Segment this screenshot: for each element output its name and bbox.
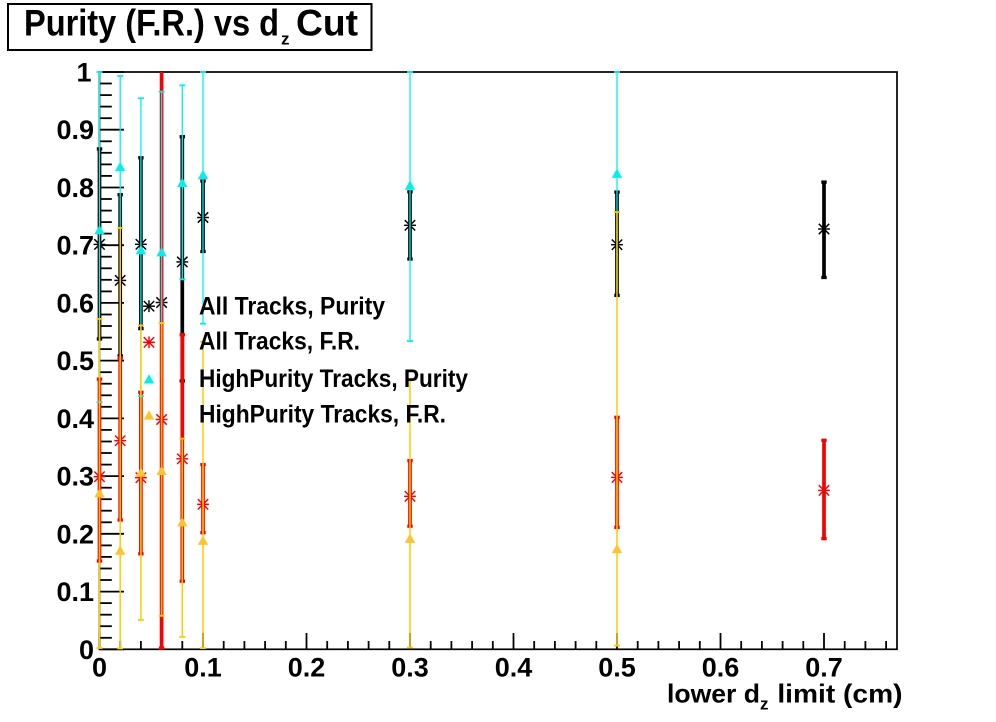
svg-text:0.6: 0.6: [56, 288, 94, 318]
svg-text:1: 1: [76, 58, 91, 88]
svg-text:0.6: 0.6: [702, 653, 740, 683]
svg-text:0: 0: [92, 653, 107, 683]
svg-text:0.9: 0.9: [56, 115, 94, 145]
svg-text:HighPurity Tracks, Purity: HighPurity Tracks, Purity: [199, 365, 468, 393]
svg-text:0.3: 0.3: [391, 653, 429, 683]
svg-text:0.7: 0.7: [805, 653, 843, 683]
svg-text:0.1: 0.1: [184, 653, 222, 683]
svg-text:0.3: 0.3: [56, 462, 94, 492]
svg-text:0.7: 0.7: [56, 231, 94, 261]
svg-text:All Tracks, Purity: All Tracks, Purity: [199, 292, 385, 320]
svg-text:All Tracks, F.R.: All Tracks, F.R.: [199, 327, 360, 355]
svg-text:0.2: 0.2: [288, 653, 326, 683]
svg-text:0.8: 0.8: [56, 173, 94, 203]
svg-text:0.1: 0.1: [56, 577, 94, 607]
svg-text:0.4: 0.4: [56, 404, 94, 434]
svg-text:0: 0: [79, 635, 94, 665]
svg-text:0.5: 0.5: [598, 653, 636, 683]
svg-text:0.5: 0.5: [56, 346, 94, 376]
svg-text:HighPurity Tracks, F.R.: HighPurity Tracks, F.R.: [199, 401, 446, 429]
svg-text:lower dz limit (cm): lower dz limit (cm): [667, 679, 903, 714]
svg-text:0.4: 0.4: [495, 653, 533, 683]
svg-text:0.2: 0.2: [56, 519, 94, 549]
